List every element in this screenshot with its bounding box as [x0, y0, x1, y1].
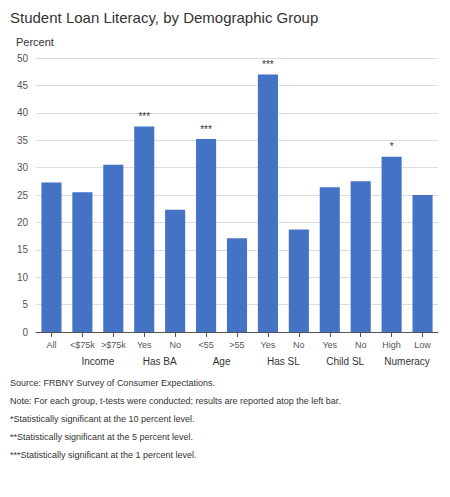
svg-text:10: 10	[17, 272, 29, 283]
svg-text:Has SL: Has SL	[267, 356, 300, 367]
svg-text:***Statistically significant a: ***Statistically significant at the 1 pe…	[10, 450, 197, 460]
svg-text:30: 30	[17, 162, 29, 173]
svg-text:40: 40	[17, 107, 29, 118]
svg-text:Yes: Yes	[137, 340, 152, 350]
svg-text:Child SL: Child SL	[326, 356, 364, 367]
svg-text:50: 50	[17, 53, 29, 64]
svg-text:No: No	[169, 340, 181, 350]
svg-text:Low: Low	[414, 340, 431, 350]
svg-text:Source: FRBNY Survey of Consum: Source: FRBNY Survey of Consumer Expecta…	[10, 378, 215, 388]
svg-text:0: 0	[22, 327, 28, 338]
svg-text:***: ***	[200, 124, 212, 135]
svg-text:Age: Age	[213, 356, 231, 367]
svg-text:5: 5	[22, 299, 28, 310]
svg-text:**Statistically significant at: **Statistically significant at the 5 per…	[10, 432, 193, 442]
svg-text:Note: For each group, t-tests: Note: For each group, t-tests were condu…	[10, 396, 341, 406]
svg-text:>55: >55	[229, 340, 244, 350]
svg-text:Yes: Yes	[322, 340, 337, 350]
svg-text:No: No	[355, 340, 367, 350]
svg-text:Student Loan Literacy, by Demo: Student Loan Literacy, by Demographic Gr…	[10, 9, 318, 26]
svg-text:35: 35	[17, 135, 29, 146]
svg-text:No: No	[293, 340, 305, 350]
svg-text:Income: Income	[81, 356, 114, 367]
svg-text:45: 45	[17, 80, 29, 91]
svg-text:Yes: Yes	[261, 340, 276, 350]
svg-text:Has BA: Has BA	[143, 356, 177, 367]
svg-text:<$75k: <$75k	[70, 340, 95, 350]
svg-text:>$75k: >$75k	[101, 340, 126, 350]
svg-text:Numeracy: Numeracy	[384, 356, 430, 367]
svg-text:<55: <55	[198, 340, 213, 350]
svg-text:*Statistically significant at: *Statistically significant at the 10 per…	[10, 414, 195, 424]
svg-text:All: All	[46, 340, 56, 350]
svg-text:25: 25	[17, 190, 29, 201]
svg-text:20: 20	[17, 217, 29, 228]
svg-text:15: 15	[17, 244, 29, 255]
svg-text:High: High	[382, 340, 401, 350]
svg-text:***: ***	[262, 59, 274, 70]
svg-text:Percent: Percent	[16, 36, 54, 48]
svg-text:***: ***	[138, 111, 150, 122]
svg-text:*: *	[390, 141, 394, 152]
